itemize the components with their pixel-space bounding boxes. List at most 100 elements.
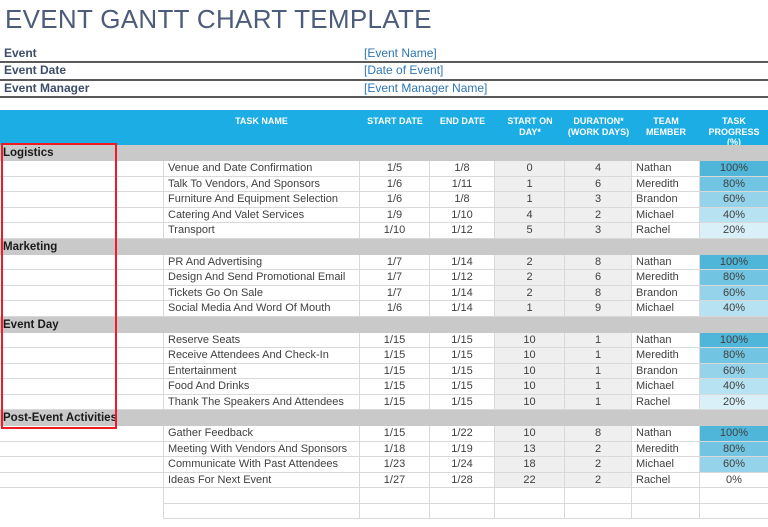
task-progress-cell[interactable]: 0% (700, 472, 768, 488)
start-on-day-cell[interactable]: 18 (495, 457, 565, 473)
team-member-cell[interactable]: Michael (632, 301, 700, 317)
start-date-cell[interactable]: 1/9 (360, 207, 430, 223)
task-progress-cell[interactable]: 60% (700, 285, 768, 301)
team-member-cell[interactable]: Rachel (632, 394, 700, 410)
start-on-day-cell[interactable]: 1 (495, 176, 565, 192)
section-header[interactable]: Logistics (0, 145, 768, 161)
section-column-cell[interactable] (0, 192, 125, 208)
start-date-cell[interactable]: 1/10 (360, 223, 430, 239)
start-date-cell[interactable]: 1/15 (360, 332, 430, 348)
spacer-cell[interactable] (125, 286, 163, 301)
start-date-cell[interactable]: 1/6 (360, 192, 430, 208)
duration-cell[interactable] (565, 488, 632, 504)
start-date-cell[interactable]: 1/7 (360, 285, 430, 301)
task-progress-cell[interactable]: 20% (700, 223, 768, 239)
duration-cell[interactable]: 1 (565, 332, 632, 348)
spacer-cell[interactable] (125, 177, 163, 192)
duration-cell[interactable]: 2 (565, 472, 632, 488)
end-date-cell[interactable]: 1/12 (430, 223, 495, 239)
task-name-cell[interactable] (163, 488, 360, 504)
spacer-cell[interactable] (125, 270, 163, 286)
start-on-day-cell[interactable]: 0 (495, 161, 565, 177)
spacer-cell[interactable] (125, 442, 163, 457)
end-date-cell[interactable]: 1/10 (430, 207, 495, 223)
task-name-cell[interactable]: Talk To Vendors, And Sponsors (163, 176, 360, 192)
spacer-cell[interactable] (125, 301, 163, 317)
start-on-day-cell[interactable]: 10 (495, 426, 565, 442)
start-on-day-cell[interactable] (495, 503, 565, 519)
end-date-cell[interactable] (430, 503, 495, 519)
team-member-cell[interactable]: Nathan (632, 332, 700, 348)
start-on-day-cell[interactable]: 10 (495, 394, 565, 410)
task-progress-cell[interactable]: 80% (700, 348, 768, 364)
start-date-cell[interactable]: 1/15 (360, 426, 430, 442)
duration-cell[interactable]: 1 (565, 394, 632, 410)
start-on-day-cell[interactable]: 10 (495, 379, 565, 395)
section-column-cell[interactable] (0, 504, 125, 520)
duration-cell[interactable]: 3 (565, 192, 632, 208)
start-date-cell[interactable]: 1/6 (360, 301, 430, 317)
task-progress-cell[interactable]: 20% (700, 394, 768, 410)
spacer-cell[interactable] (125, 161, 163, 177)
spacer-cell[interactable] (125, 504, 163, 520)
event-name-cell[interactable]: [Event Name] (364, 46, 437, 60)
task-name-cell[interactable] (163, 503, 360, 519)
start-on-day-cell[interactable]: 1 (495, 301, 565, 317)
task-name-cell[interactable]: Entertainment (163, 363, 360, 379)
section-column-cell[interactable] (0, 208, 125, 223)
task-progress-cell[interactable]: 100% (700, 426, 768, 442)
end-date-cell[interactable] (430, 488, 495, 504)
task-name-cell[interactable]: Social Media And Word Of Mouth (163, 301, 360, 317)
section-column-cell[interactable] (0, 364, 125, 379)
spacer-cell[interactable] (125, 255, 163, 270)
end-date-cell[interactable]: 1/15 (430, 379, 495, 395)
team-member-cell[interactable]: Nathan (632, 254, 700, 270)
spacer-cell[interactable] (125, 488, 163, 504)
section-column-cell[interactable] (0, 255, 125, 270)
section-column-cell[interactable] (0, 442, 125, 457)
start-date-cell[interactable]: 1/15 (360, 363, 430, 379)
duration-cell[interactable]: 8 (565, 254, 632, 270)
section-column-cell[interactable] (0, 161, 125, 177)
start-date-cell[interactable]: 1/5 (360, 161, 430, 177)
section-column-cell[interactable] (0, 473, 125, 488)
section-column-cell[interactable] (0, 395, 125, 410)
task-progress-cell[interactable]: 60% (700, 192, 768, 208)
duration-cell[interactable]: 8 (565, 426, 632, 442)
duration-cell[interactable]: 2 (565, 207, 632, 223)
end-date-cell[interactable]: 1/14 (430, 301, 495, 317)
end-date-cell[interactable]: 1/14 (430, 254, 495, 270)
task-name-cell[interactable]: Meeting With Vendors And Sponsors (163, 441, 360, 457)
section-column-cell[interactable] (0, 270, 125, 286)
duration-cell[interactable]: 6 (565, 176, 632, 192)
team-member-cell[interactable]: Michael (632, 457, 700, 473)
section-column-cell[interactable] (0, 301, 125, 317)
section-column-cell[interactable] (0, 488, 125, 504)
spacer-cell[interactable] (125, 333, 163, 348)
duration-cell[interactable]: 2 (565, 441, 632, 457)
task-name-cell[interactable]: PR And Advertising (163, 254, 360, 270)
team-member-cell[interactable]: Brandon (632, 363, 700, 379)
task-progress-cell[interactable]: 60% (700, 363, 768, 379)
end-date-cell[interactable]: 1/19 (430, 441, 495, 457)
end-date-cell[interactable]: 1/15 (430, 394, 495, 410)
team-member-cell[interactable]: Brandon (632, 285, 700, 301)
task-progress-cell[interactable] (700, 488, 768, 504)
start-on-day-cell[interactable]: 4 (495, 207, 565, 223)
task-name-cell[interactable]: Ideas For Next Event (163, 472, 360, 488)
task-name-cell[interactable]: Communicate With Past Attendees (163, 457, 360, 473)
start-on-day-cell[interactable]: 22 (495, 472, 565, 488)
section-column-cell[interactable] (0, 348, 125, 364)
section-column-cell[interactable] (0, 223, 125, 239)
duration-cell[interactable]: 1 (565, 379, 632, 395)
start-on-day-cell[interactable]: 1 (495, 192, 565, 208)
task-progress-cell[interactable]: 40% (700, 379, 768, 395)
duration-cell[interactable]: 8 (565, 285, 632, 301)
task-progress-cell[interactable]: 80% (700, 441, 768, 457)
section-header[interactable]: Post-Event Activities (0, 410, 768, 426)
task-name-cell[interactable]: Catering And Valet Services (163, 207, 360, 223)
duration-cell[interactable]: 4 (565, 161, 632, 177)
spacer-cell[interactable] (125, 395, 163, 410)
team-member-cell[interactable]: Rachel (632, 472, 700, 488)
end-date-cell[interactable]: 1/22 (430, 426, 495, 442)
